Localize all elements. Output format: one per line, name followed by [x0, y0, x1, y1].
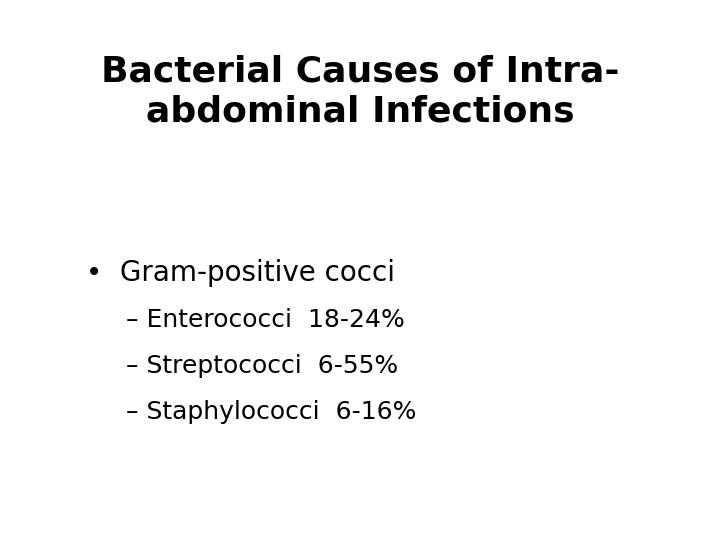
- Text: •  Gram-positive cocci: • Gram-positive cocci: [86, 259, 395, 287]
- Text: – Enterococci  18-24%: – Enterococci 18-24%: [126, 308, 405, 332]
- Text: – Streptococci  6-55%: – Streptococci 6-55%: [126, 354, 398, 377]
- Text: Bacterial Causes of Intra-
abdominal Infections: Bacterial Causes of Intra- abdominal Inf…: [101, 54, 619, 129]
- Text: – Staphylococci  6-16%: – Staphylococci 6-16%: [126, 400, 416, 423]
